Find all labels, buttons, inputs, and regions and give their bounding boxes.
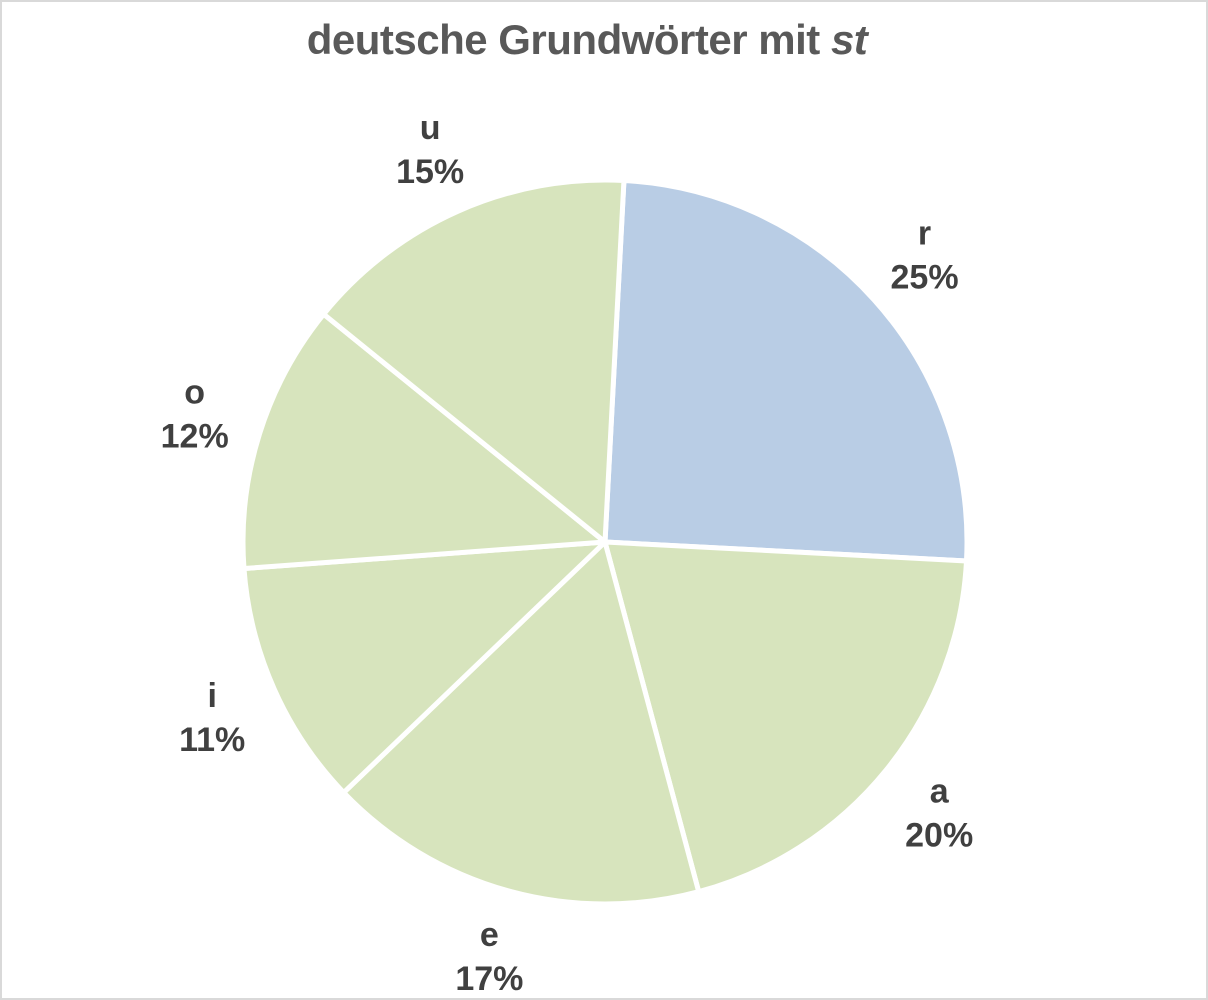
slice-label-u: u — [420, 109, 441, 147]
chart-title-text: deutsche Grundwörter mit — [306, 16, 821, 63]
pie-slice-u — [321, 177, 627, 545]
pie-slice-o — [240, 311, 608, 572]
pie-slice-r — [602, 177, 970, 564]
slice-percent-e: 17% — [455, 960, 523, 998]
slice-label-e: e — [480, 916, 499, 954]
pie-slice-e — [341, 539, 702, 907]
slice-label-o: o — [184, 373, 205, 411]
pie-slice-a — [602, 539, 970, 895]
chart-title-italic: st — [830, 16, 868, 63]
slice-label-a: a — [930, 773, 950, 811]
slice-percent-o: 12% — [161, 417, 229, 455]
slice-percent-u: 15% — [396, 153, 464, 191]
pie-slice-i — [241, 539, 608, 796]
slice-label-i: i — [207, 677, 216, 715]
slice-percent-r: 25% — [891, 258, 959, 296]
slice-percent-i: 11% — [179, 721, 245, 759]
chart-title: deutsche Grundwörter mit st — [2, 16, 1172, 64]
slice-percent-a: 20% — [905, 817, 973, 855]
slice-label-r: r — [918, 214, 931, 252]
